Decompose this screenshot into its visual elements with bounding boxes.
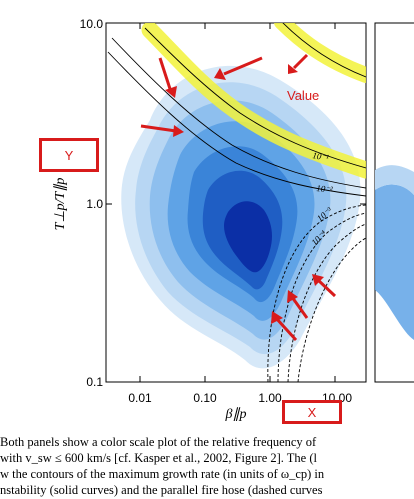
figure-panel: 10⁻¹ 10⁻² 10⁻³ 10⁻⁴ 0.01 0.10 1.00 10.00…: [53, 17, 414, 422]
density-level-7: [224, 201, 272, 273]
x-axis-label: β∥p: [225, 407, 247, 422]
dashed-contour-2: [277, 212, 366, 382]
x-tick-label-1: 0.01: [128, 391, 152, 405]
dashed-contour-1: [267, 204, 366, 382]
dashed-contour-3: [287, 223, 366, 382]
highlight-band-main: [141, 23, 366, 179]
caption-line-1: Both panels show a color scale plot of t…: [0, 435, 317, 449]
x-axis: [139, 23, 336, 382]
caption-line-2: with v_sw ≤ 600 km/s [cf. Kasper et al.,…: [0, 451, 317, 465]
y-axis: [106, 22, 366, 383]
adjacent-panel-density: [375, 184, 414, 340]
x-annotation-box: X: [282, 400, 342, 424]
x-tick-label-2: 0.10: [193, 391, 217, 405]
dashed-contour-4: [297, 237, 366, 382]
caption-line-4: nstability (solid curves) and the parall…: [0, 483, 323, 497]
annotation-arrows: [140, 53, 337, 342]
x-tick-label-3: 1.00: [258, 391, 282, 405]
adjacent-panel-density-light: [375, 165, 414, 195]
figure-caption: Both panels show a color scale plot of t…: [0, 434, 414, 499]
density-map: [107, 23, 366, 382]
y-axis-label: T⊥p/T∥p: [53, 178, 68, 231]
solid-contour-1: [282, 23, 366, 78]
y-tick-label-2: 1.0: [86, 197, 103, 211]
solid-contour-3: [111, 37, 366, 189]
solid-contour-4: [107, 51, 366, 197]
contour-label-2: 10⁻²: [316, 183, 334, 195]
y-annotation-box: Y: [39, 138, 99, 172]
value-annotation-label: Value: [287, 88, 320, 103]
caption-line-3: w the contours of the maximum growth rat…: [0, 467, 325, 481]
solid-contour-2: [144, 27, 366, 169]
y-tick-label-3: 10.0: [80, 17, 104, 31]
y-tick-label-1: 0.1: [86, 375, 103, 389]
contour-label-1: 10⁻¹: [312, 150, 330, 163]
